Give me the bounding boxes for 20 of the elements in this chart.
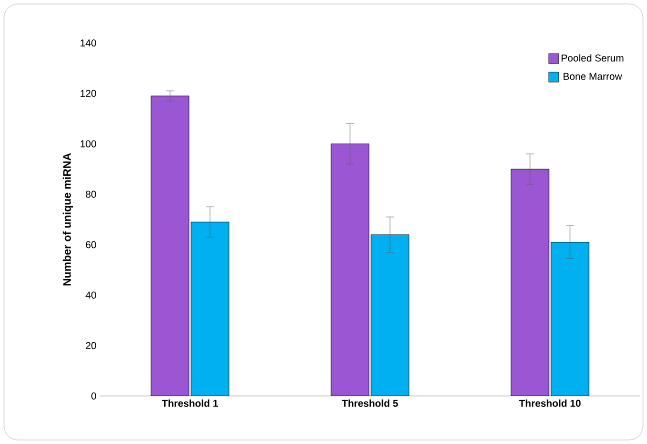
y-tick-label: 60 xyxy=(86,241,96,248)
bar xyxy=(550,242,590,396)
bar xyxy=(510,168,550,396)
legend-label: Bone Marrow xyxy=(564,72,622,80)
legend-label: Pooled Serum xyxy=(562,54,624,62)
x-tick-label: Threshold 10 xyxy=(519,400,581,407)
y-tick-label: 40 xyxy=(86,292,96,299)
y-axis-title: Number of unique miRNA xyxy=(62,153,74,286)
y-tick-label: 100 xyxy=(80,140,96,148)
y-tick-label: 20 xyxy=(86,342,96,350)
y-tick-label: 80 xyxy=(86,190,96,198)
bar xyxy=(370,234,410,396)
y-tick-label: 0 xyxy=(91,392,96,400)
x-tick-label: Threshold 1 xyxy=(162,400,218,407)
bar xyxy=(330,144,370,396)
x-tick-label: Threshold 5 xyxy=(342,400,398,407)
bar xyxy=(150,96,190,396)
y-tick-label: 120 xyxy=(80,90,96,97)
y-tick-label: 140 xyxy=(80,39,96,47)
bar xyxy=(190,222,230,396)
